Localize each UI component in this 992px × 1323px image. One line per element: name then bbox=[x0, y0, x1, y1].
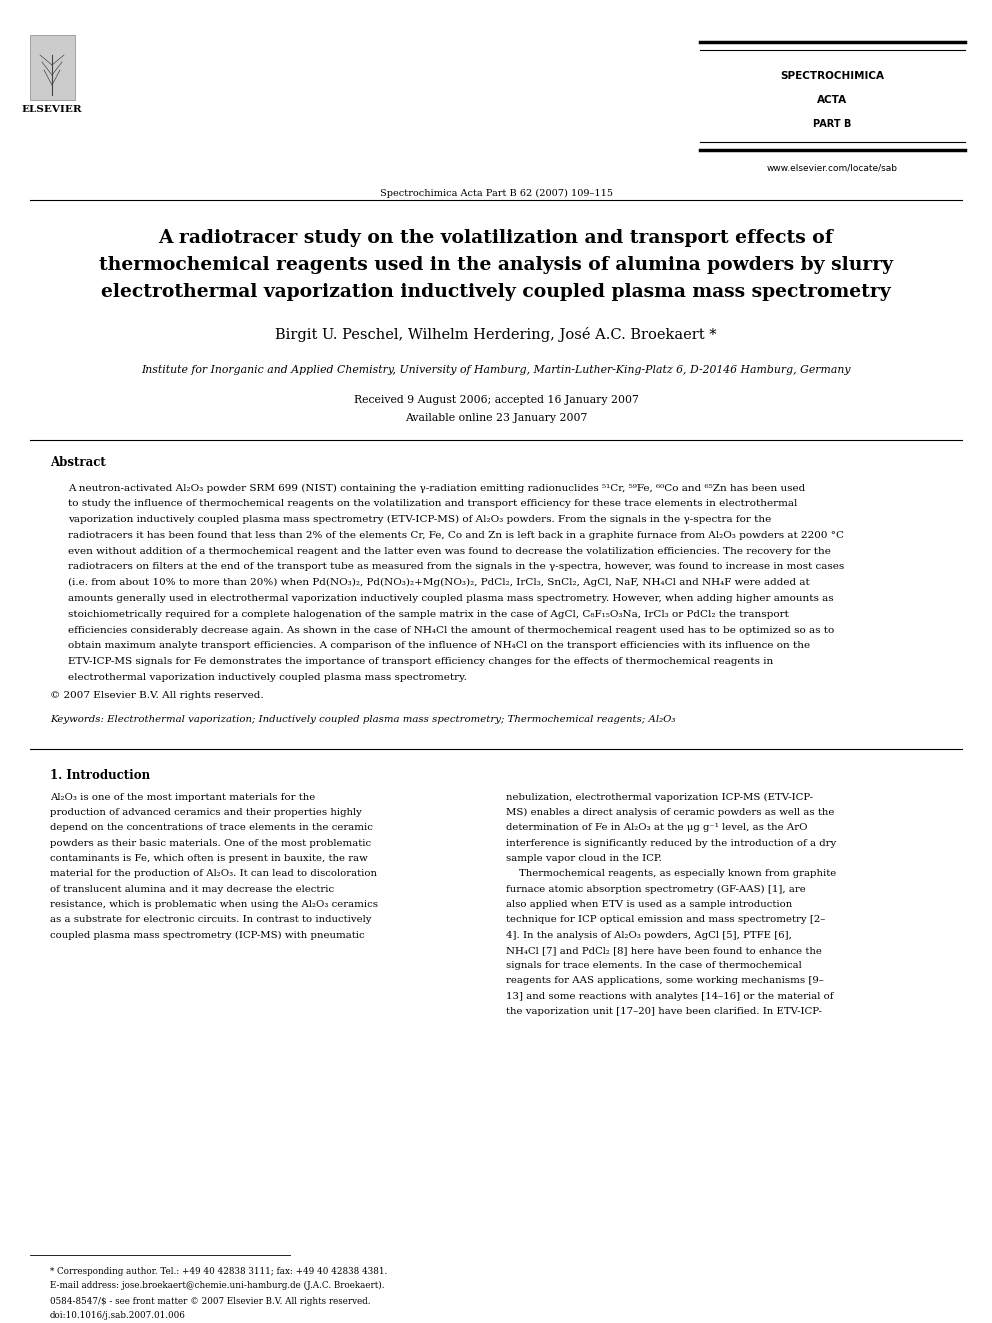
Text: Available online 23 January 2007: Available online 23 January 2007 bbox=[405, 413, 587, 423]
Text: 4]. In the analysis of Al₂O₃ powders, AgCl [5], PTFE [6],: 4]. In the analysis of Al₂O₃ powders, Ag… bbox=[506, 930, 792, 939]
Text: * Corresponding author. Tel.: +49 40 42838 3111; fax: +49 40 42838 4381.: * Corresponding author. Tel.: +49 40 428… bbox=[50, 1267, 387, 1277]
Text: determination of Fe in Al₂O₃ at the μg g⁻¹ level, as the ArO: determination of Fe in Al₂O₃ at the μg g… bbox=[506, 823, 807, 832]
Text: (i.e. from about 10% to more than 20%) when Pd(NO₃)₂, Pd(NO₃)₂+Mg(NO₃)₂, PdCl₂, : (i.e. from about 10% to more than 20%) w… bbox=[68, 578, 809, 587]
Text: ACTA: ACTA bbox=[817, 95, 847, 105]
Text: E-mail address: jose.broekaert@chemie.uni-hamburg.de (J.A.C. Broekaert).: E-mail address: jose.broekaert@chemie.un… bbox=[50, 1281, 385, 1290]
Text: 1. Introduction: 1. Introduction bbox=[50, 769, 150, 782]
Text: radiotracers it has been found that less than 2% of the elements Cr, Fe, Co and : radiotracers it has been found that less… bbox=[68, 531, 844, 540]
Text: A radiotracer study on the volatilization and transport effects of: A radiotracer study on the volatilizatio… bbox=[159, 229, 833, 247]
Text: stoichiometrically required for a complete halogenation of the sample matrix in : stoichiometrically required for a comple… bbox=[68, 610, 789, 619]
Text: © 2007 Elsevier B.V. All rights reserved.: © 2007 Elsevier B.V. All rights reserved… bbox=[50, 691, 264, 700]
Text: MS) enables a direct analysis of ceramic powders as well as the: MS) enables a direct analysis of ceramic… bbox=[506, 808, 834, 818]
Text: production of advanced ceramics and their properties highly: production of advanced ceramics and thei… bbox=[50, 808, 362, 818]
Text: powders as their basic materials. One of the most problematic: powders as their basic materials. One of… bbox=[50, 839, 371, 848]
Text: Received 9 August 2006; accepted 16 January 2007: Received 9 August 2006; accepted 16 Janu… bbox=[353, 396, 639, 405]
Text: radiotracers on filters at the end of the transport tube as measured from the si: radiotracers on filters at the end of th… bbox=[68, 562, 844, 572]
Text: Al₂O₃ is one of the most important materials for the: Al₂O₃ is one of the most important mater… bbox=[50, 792, 315, 802]
Text: Spectrochimica Acta Part B 62 (2007) 109–115: Spectrochimica Acta Part B 62 (2007) 109… bbox=[380, 188, 612, 197]
Text: thermochemical reagents used in the analysis of alumina powders by slurry: thermochemical reagents used in the anal… bbox=[99, 255, 893, 274]
Text: resistance, which is problematic when using the Al₂O₃ ceramics: resistance, which is problematic when us… bbox=[50, 900, 378, 909]
Text: NH₄Cl [7] and PdCl₂ [8] here have been found to enhance the: NH₄Cl [7] and PdCl₂ [8] here have been f… bbox=[506, 946, 822, 955]
Text: Thermochemical reagents, as especially known from graphite: Thermochemical reagents, as especially k… bbox=[506, 869, 836, 878]
Text: ELSEVIER: ELSEVIER bbox=[22, 106, 82, 115]
Text: 0584-8547/$ - see front matter © 2007 Elsevier B.V. All rights reserved.: 0584-8547/$ - see front matter © 2007 El… bbox=[50, 1298, 370, 1307]
Text: furnace atomic absorption spectrometry (GF-AAS) [1], are: furnace atomic absorption spectrometry (… bbox=[506, 885, 806, 894]
Text: reagents for AAS applications, some working mechanisms [9–: reagents for AAS applications, some work… bbox=[506, 976, 824, 986]
Text: the vaporization unit [17–20] have been clarified. In ETV-ICP-: the vaporization unit [17–20] have been … bbox=[506, 1007, 822, 1016]
Text: Keywords: Electrothermal vaporization; Inductively coupled plasma mass spectrome: Keywords: Electrothermal vaporization; I… bbox=[50, 714, 676, 724]
Text: www.elsevier.com/locate/sab: www.elsevier.com/locate/sab bbox=[767, 164, 898, 172]
Text: electrothermal vaporization inductively coupled plasma mass spectrometry: electrothermal vaporization inductively … bbox=[101, 283, 891, 302]
Text: interference is significantly reduced by the introduction of a dry: interference is significantly reduced by… bbox=[506, 839, 836, 848]
Bar bbox=[30, 34, 75, 101]
Text: electrothermal vaporization inductively coupled plasma mass spectrometry.: electrothermal vaporization inductively … bbox=[68, 673, 467, 683]
Text: PART B: PART B bbox=[812, 119, 851, 130]
Text: material for the production of Al₂O₃. It can lead to discoloration: material for the production of Al₂O₃. It… bbox=[50, 869, 377, 878]
Text: ETV-ICP-MS signals for Fe demonstrates the importance of transport efficiency ch: ETV-ICP-MS signals for Fe demonstrates t… bbox=[68, 658, 773, 667]
Text: even without addition of a thermochemical reagent and the latter even was found : even without addition of a thermochemica… bbox=[68, 546, 831, 556]
Text: to study the influence of thermochemical reagents on the volatilization and tran: to study the influence of thermochemical… bbox=[68, 499, 798, 508]
Text: vaporization inductively coupled plasma mass spectrometry (ETV-ICP-MS) of Al₂O₃ : vaporization inductively coupled plasma … bbox=[68, 515, 771, 524]
Text: 13] and some reactions with analytes [14–16] or the material of: 13] and some reactions with analytes [14… bbox=[506, 992, 833, 1000]
Text: A neutron-activated Al₂O₃ powder SRM 699 (NIST) containing the γ-radiation emitt: A neutron-activated Al₂O₃ powder SRM 699… bbox=[68, 483, 806, 492]
Text: as a substrate for electronic circuits. In contrast to inductively: as a substrate for electronic circuits. … bbox=[50, 916, 371, 925]
Text: doi:10.1016/j.sab.2007.01.006: doi:10.1016/j.sab.2007.01.006 bbox=[50, 1311, 186, 1319]
Text: technique for ICP optical emission and mass spectrometry [2–: technique for ICP optical emission and m… bbox=[506, 916, 825, 925]
Text: Birgit U. Peschel, Wilhelm Herdering, José A.C. Broekaert *: Birgit U. Peschel, Wilhelm Herdering, Jo… bbox=[275, 328, 717, 343]
Text: contaminants is Fe, which often is present in bauxite, the raw: contaminants is Fe, which often is prese… bbox=[50, 855, 368, 863]
Text: SPECTROCHIMICA: SPECTROCHIMICA bbox=[780, 71, 884, 81]
Text: Institute for Inorganic and Applied Chemistry, University of Hamburg, Martin-Lut: Institute for Inorganic and Applied Chem… bbox=[141, 365, 851, 374]
Text: coupled plasma mass spectrometry (ICP-MS) with pneumatic: coupled plasma mass spectrometry (ICP-MS… bbox=[50, 930, 365, 939]
Text: depend on the concentrations of trace elements in the ceramic: depend on the concentrations of trace el… bbox=[50, 823, 373, 832]
Text: Abstract: Abstract bbox=[50, 455, 106, 468]
Text: amounts generally used in electrothermal vaporization inductively coupled plasma: amounts generally used in electrothermal… bbox=[68, 594, 833, 603]
Text: of translucent alumina and it may decrease the electric: of translucent alumina and it may decrea… bbox=[50, 885, 334, 894]
Text: sample vapor cloud in the ICP.: sample vapor cloud in the ICP. bbox=[506, 855, 662, 863]
Text: signals for trace elements. In the case of thermochemical: signals for trace elements. In the case … bbox=[506, 962, 802, 970]
Text: also applied when ETV is used as a sample introduction: also applied when ETV is used as a sampl… bbox=[506, 900, 793, 909]
Text: obtain maximum analyte transport efficiencies. A comparison of the influence of : obtain maximum analyte transport efficie… bbox=[68, 642, 810, 651]
Text: nebulization, electrothermal vaporization ICP-MS (ETV-ICP-: nebulization, electrothermal vaporizatio… bbox=[506, 792, 813, 802]
Text: efficiencies considerably decrease again. As shown in the case of NH₄Cl the amou: efficiencies considerably decrease again… bbox=[68, 626, 834, 635]
